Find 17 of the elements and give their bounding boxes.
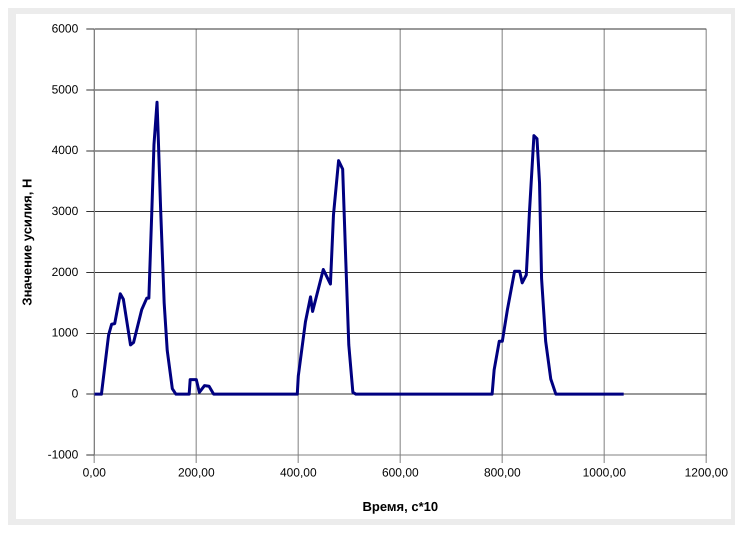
x-tick-label: 600,00 [382,466,419,480]
x-tick-label: 0,00 [82,466,106,480]
x-tick-label: 1000,00 [582,466,626,480]
y-tick-label: 1000 [52,326,79,340]
x-tick-label: 1200,00 [684,466,728,480]
y-tick-label: 0 [72,386,79,400]
x-tick-label: 200,00 [178,466,215,480]
y-tick-label: 5000 [52,82,79,96]
y-tick-label: 3000 [52,204,79,218]
y-tick-label: -1000 [48,447,79,462]
x-axis-title: Время, с*10 [362,498,438,514]
x-tick-label: 800,00 [484,466,521,480]
x-tick-label: 400,00 [280,466,317,480]
y-tick-label: 2000 [52,264,79,279]
y-tick-label: 4000 [52,143,79,158]
y-tick-label: 6000 [52,22,79,36]
y-axis-title: Значение усилия, Н [19,178,34,306]
